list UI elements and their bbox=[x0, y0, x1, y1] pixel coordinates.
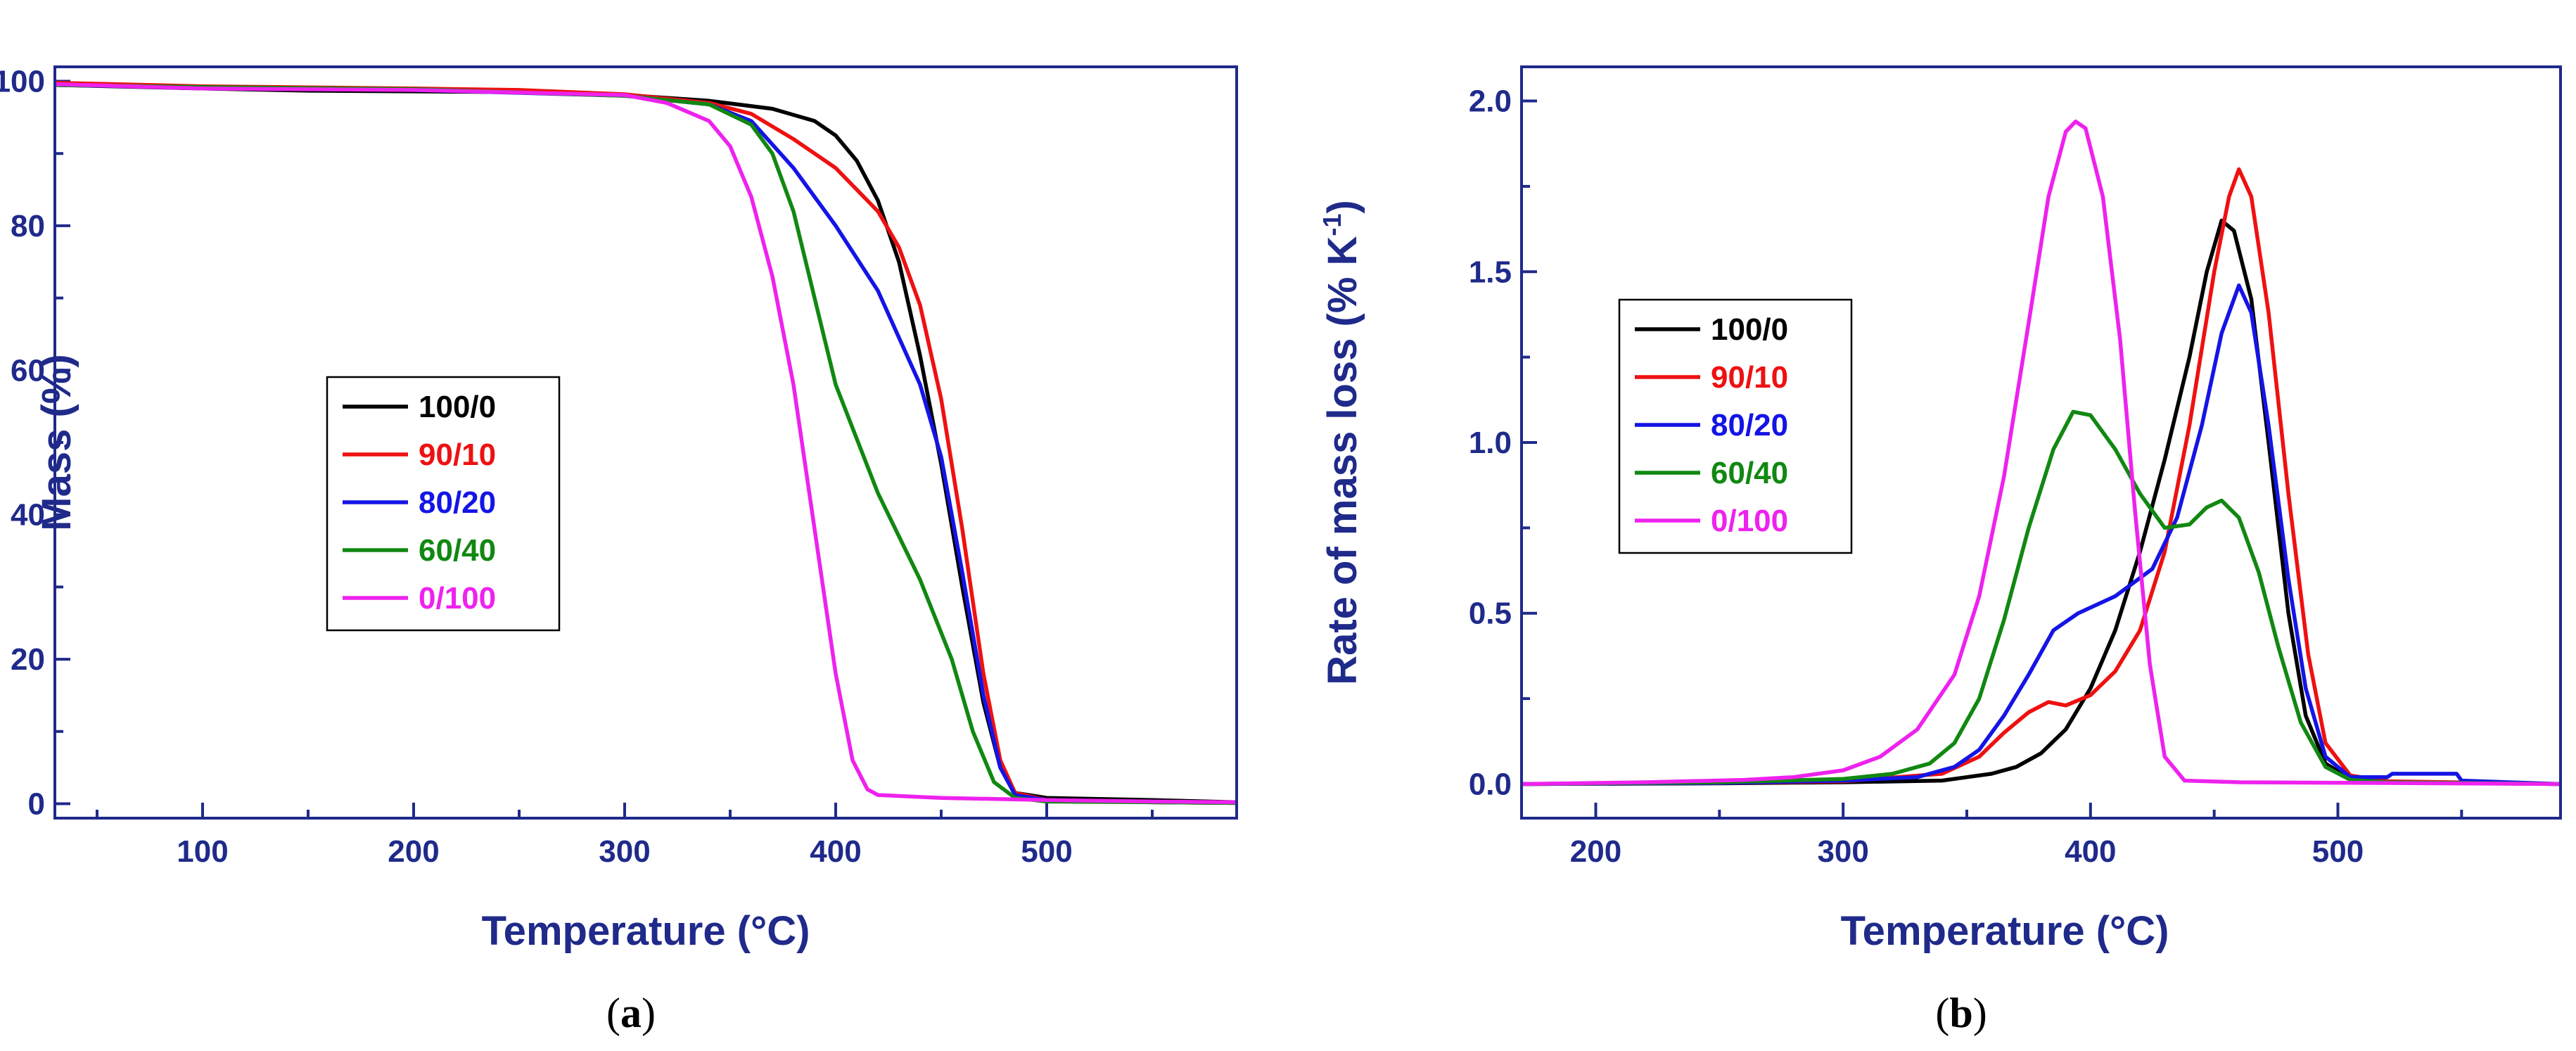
y-tick-label-b: 0.5 bbox=[1469, 597, 1512, 631]
legend-label-60-40: 60/40 bbox=[419, 533, 496, 568]
panel-a-y-tick-labels: 0 20 40 60 80 100 bbox=[0, 65, 45, 822]
panel-b-plot-frame bbox=[1520, 65, 2562, 820]
y-tick-label-b: 2.0 bbox=[1469, 84, 1512, 119]
y-tick-label-a: 20 bbox=[11, 642, 45, 677]
x-tick-label-a: 500 bbox=[1021, 834, 1072, 869]
panel-a-label-letter: a bbox=[620, 990, 642, 1036]
y-tick-label-b: 1.0 bbox=[1469, 426, 1512, 460]
panel-b-y-axis-title-sup: -1 bbox=[1318, 214, 1346, 236]
legend-label-0-100: 0/100 bbox=[419, 581, 496, 616]
legend-label-100-0: 100/0 bbox=[1711, 312, 1788, 347]
y-tick-label-a: 60 bbox=[11, 353, 45, 388]
y-tick-label-b: 1.5 bbox=[1469, 255, 1512, 289]
legend-label-80-20: 80/20 bbox=[1711, 408, 1788, 442]
series-line-60-40 bbox=[1522, 409, 2561, 786]
y-tick-label-a: 100 bbox=[0, 65, 45, 99]
x-tick-label-a: 400 bbox=[810, 834, 861, 869]
panel-a-x-tick-labels: 100 200 300 400 500 bbox=[177, 834, 1072, 869]
series-line-90-10 bbox=[1522, 167, 2561, 786]
panel-a-series bbox=[55, 80, 1237, 805]
legend-label-90-10: 90/10 bbox=[419, 438, 496, 472]
panel-a-chart: 100 200 300 400 500 0 20 40 60 80 100 Temperature… bbox=[0, 65, 1238, 1036]
y-tick-label-a: 0 bbox=[28, 786, 45, 821]
panel-a-x-axis-title: Temperature (°C) bbox=[482, 908, 810, 954]
panel-b-chart: 200 300 400 500 0.0 0.5 1.0 1.5 2.0 Temperature… bbox=[1318, 65, 2562, 1036]
panel-b-label-letter: b bbox=[1949, 990, 1972, 1036]
panel-b-y-axis-title: Rate of mass loss (% K-1) bbox=[1318, 200, 1365, 685]
panel-b-legend: 100/0 90/10 80/20 60/40 0/100 bbox=[1618, 298, 1853, 554]
series-line-80-20 bbox=[1522, 283, 2561, 786]
panel-b-x-axis-title: Temperature (°C) bbox=[1841, 908, 2169, 954]
series-line-100-0 bbox=[1522, 218, 2561, 786]
series-line-90-10 bbox=[55, 80, 1237, 805]
legend-label-80-20: 80/20 bbox=[419, 485, 496, 520]
series-line-0-100 bbox=[55, 82, 1237, 805]
series-line-0-100 bbox=[1522, 119, 2561, 786]
panel-b-series bbox=[1522, 119, 2561, 786]
x-tick-label-a: 100 bbox=[177, 834, 228, 869]
panel-b-y-axis-title-end: ) bbox=[1320, 200, 1365, 213]
y-tick-label-a: 80 bbox=[11, 209, 45, 243]
x-tick-label-b: 300 bbox=[1817, 834, 1868, 869]
x-tick-label-b: 200 bbox=[1570, 834, 1621, 869]
series-line-60-40 bbox=[55, 82, 1237, 805]
panel-a-label: (a) bbox=[606, 990, 656, 1036]
y-tick-label-b: 0.0 bbox=[1469, 767, 1512, 801]
legend-label-60-40: 60/40 bbox=[1711, 456, 1788, 490]
x-tick-label-b: 500 bbox=[2312, 834, 2364, 869]
legend-label-100-0: 100/0 bbox=[419, 390, 496, 424]
panel-a-plot-frame bbox=[53, 65, 1238, 820]
legend-label-0-100: 0/100 bbox=[1711, 504, 1788, 538]
series-line-100-0 bbox=[55, 82, 1237, 805]
panel-b-y-tick-labels: 0.0 0.5 1.0 1.5 2.0 bbox=[1469, 84, 1512, 802]
panel-b-y-axis-title-main: Rate of mass loss (% K bbox=[1320, 236, 1365, 684]
y-tick-label-a: 40 bbox=[11, 498, 45, 533]
x-tick-label-a: 200 bbox=[388, 834, 439, 869]
x-tick-label-b: 400 bbox=[2065, 834, 2116, 869]
panel-a-y-axis-title: Mass (%) bbox=[34, 354, 79, 530]
panel-b-x-tick-labels: 200 300 400 500 bbox=[1570, 834, 2364, 869]
series-line-80-20 bbox=[55, 82, 1237, 805]
panel-a-legend: 100/0 90/10 80/20 60/40 0/100 bbox=[326, 376, 561, 632]
x-tick-label-a: 300 bbox=[599, 834, 650, 869]
legend-label-90-10: 90/10 bbox=[1711, 360, 1788, 395]
panel-b-label: (b) bbox=[1935, 990, 1987, 1036]
